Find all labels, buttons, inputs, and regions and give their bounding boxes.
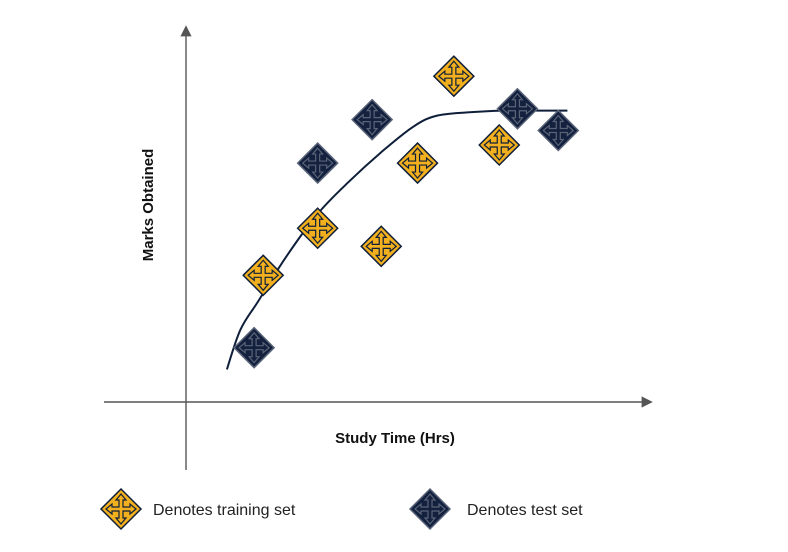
legend-label-training: Denotes training set — [153, 502, 296, 519]
training-point — [432, 55, 475, 98]
legend-training-icon — [99, 487, 143, 531]
legend-label-test: Denotes test set — [467, 502, 583, 519]
test-point — [496, 87, 539, 130]
legend: Denotes training set Denotes test set — [99, 487, 583, 531]
training-point — [296, 207, 339, 250]
legend-marker-training — [99, 487, 143, 531]
training-point — [478, 123, 521, 167]
test-point — [233, 326, 276, 369]
training-point — [396, 142, 439, 185]
test-point — [296, 142, 339, 185]
training-point — [360, 225, 403, 268]
legend-test-icon — [408, 487, 452, 531]
trend-curve — [225, 109, 568, 370]
training-point — [242, 254, 285, 297]
legend-marker-test — [408, 487, 452, 531]
test-point — [537, 109, 580, 152]
data-points — [233, 55, 580, 369]
y-axis-label: Marks Obtained — [140, 149, 157, 262]
test-point — [351, 98, 394, 141]
x-axis-label: Study Time (Hrs) — [335, 430, 455, 447]
